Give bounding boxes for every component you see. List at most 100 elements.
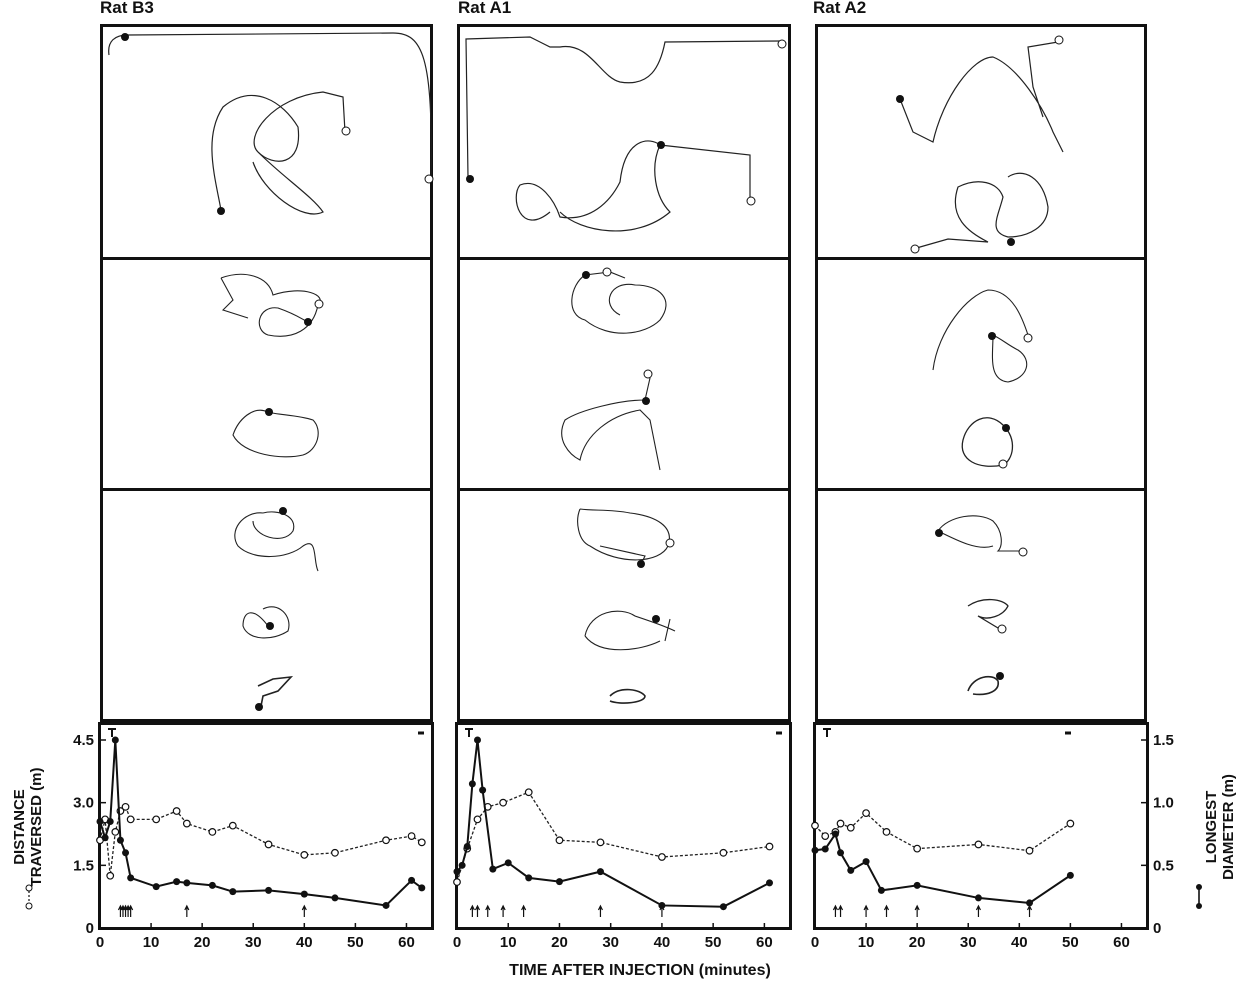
injection-arrow-rat-b3-4 — [128, 904, 134, 917]
point-distance-rat-a1-2 — [473, 815, 482, 824]
injection-arrow-rat-a1-4 — [521, 904, 527, 917]
point-diameter-rat-b3-0 — [96, 817, 104, 825]
track-panel-a2-3 — [815, 488, 1147, 722]
point-distance-rat-a1-10 — [765, 842, 774, 851]
x-tick-label-rat-a2-1: 10 — [858, 934, 875, 951]
x-tick-label-rat-a2-4: 40 — [1011, 934, 1028, 951]
point-distance-rat-a2-7 — [913, 844, 922, 853]
track-panel-b3-2 — [100, 257, 433, 491]
point-diameter-rat-b3-9 — [183, 879, 191, 887]
series-line-distance-rat-b3 — [99, 805, 423, 876]
y-left-tick-label-2: 3.0 — [73, 795, 94, 812]
point-distance-rat-a1-6 — [555, 836, 564, 845]
point-diameter-rat-b3-4 — [116, 836, 124, 844]
y-right-tick-label-3: 1.5 — [1153, 732, 1174, 749]
track-panel-b3-3 — [100, 488, 433, 722]
point-diameter-rat-b3-13 — [300, 890, 308, 898]
track-panel-b3-1 — [100, 24, 434, 260]
chart-panel-b3 — [98, 722, 434, 930]
point-diameter-rat-b3-14 — [331, 894, 339, 902]
trajectory-b3-3 — [234, 507, 319, 711]
point-diameter-rat-a1-8 — [525, 874, 533, 882]
point-diameter-rat-a1-7 — [504, 859, 512, 867]
point-diameter-rat-b3-15 — [382, 901, 390, 909]
trajectory-a1-3 — [577, 508, 676, 704]
legend-diameter-marker-top — [1196, 884, 1202, 890]
x-tick-label-rat-a1-2: 20 — [551, 934, 568, 951]
point-distance-rat-a2-5 — [862, 809, 870, 818]
point-distance-rat-b3-11 — [228, 821, 237, 830]
trajectory-a1-2 — [561, 267, 667, 471]
point-diameter-rat-b3-11 — [229, 888, 237, 896]
point-distance-rat-a1-9 — [719, 848, 728, 857]
point-diameter-rat-a2-3 — [837, 849, 845, 857]
point-diameter-rat-a2-5 — [862, 858, 870, 866]
point-diameter-rat-b3-7 — [152, 883, 160, 891]
point-diameter-rat-b3-8 — [173, 878, 181, 886]
injection-arrow-rat-a2-6 — [1026, 904, 1033, 917]
x-tick-label-rat-a1-4: 40 — [654, 934, 671, 951]
x-tick-label-rat-b3-0: 0 — [96, 934, 104, 951]
point-distance-rat-a2-6 — [882, 828, 891, 836]
point-distance-rat-a1-8 — [658, 853, 666, 861]
point-diameter-rat-a2-1 — [821, 845, 829, 853]
point-diameter-rat-a2-7 — [913, 881, 921, 889]
point-distance-rat-a2-0 — [811, 821, 819, 830]
point-distance-rat-b3-6 — [126, 815, 135, 824]
column-title-rat-a2: Rat A2 — [813, 0, 867, 17]
series-line-diameter-rat-b3 — [99, 739, 423, 907]
y-axis-label-right-line2: DIAMETER (m) — [1220, 774, 1237, 880]
trajectory-a2-3 — [935, 515, 1028, 696]
injection-arrow-rat-a2-1 — [838, 904, 844, 917]
x-tick-label-rat-a2-5: 50 — [1062, 934, 1079, 951]
y-axis-label-right-line1: LONGEST — [1203, 790, 1220, 864]
point-diameter-rat-a1-9 — [555, 878, 563, 886]
x-tick-label-rat-a2-6: 60 — [1113, 934, 1130, 951]
point-distance-rat-b3-16 — [407, 832, 416, 840]
x-tick-label-rat-b3-5: 50 — [347, 934, 364, 951]
point-distance-rat-b3-15 — [382, 836, 390, 845]
legend-distance-marker-top — [25, 884, 33, 892]
point-distance-rat-b3-5 — [121, 802, 130, 811]
injection-arrow-rat-a2-5 — [975, 904, 981, 917]
x-tick-label-rat-b3-4: 40 — [296, 934, 313, 951]
y-axis-label-left: DISTANCE TRAVERSED (m) — [11, 757, 45, 897]
injection-arrow-rat-a1-6 — [659, 904, 665, 917]
injection-arrow-rat-a1-3 — [500, 904, 506, 917]
point-diameter-rat-a1-0 — [453, 868, 461, 876]
y-left-tick-label-3: 4.5 — [73, 732, 94, 749]
point-distance-rat-a1-7 — [596, 838, 605, 847]
series-line-distance-rat-a2 — [814, 812, 1071, 852]
point-distance-rat-a1-0 — [453, 878, 461, 886]
point-diameter-rat-a1-1 — [458, 861, 466, 869]
point-distance-rat-b3-17 — [417, 838, 426, 847]
trajectory-a1-1 — [465, 36, 787, 232]
x-tick-label-rat-a2-3: 30 — [960, 934, 977, 951]
injection-arrow-rat-a2-0 — [832, 904, 838, 917]
x-tick-label-rat-b3-6: 60 — [398, 934, 415, 951]
marker-t-rat-a1 — [465, 728, 473, 737]
trajectory-b3-2 — [220, 273, 324, 458]
point-diameter-rat-a2-8 — [974, 894, 982, 902]
injection-arrow-rat-a2-3 — [883, 904, 890, 917]
point-distance-rat-b3-9 — [182, 819, 191, 828]
point-distance-rat-b3-13 — [300, 850, 309, 859]
point-diameter-rat-b3-6 — [127, 874, 135, 882]
y-right-tick-label-0: 0 — [1153, 920, 1161, 937]
point-distance-rat-b3-3 — [111, 828, 120, 836]
point-diameter-rat-b3-1 — [101, 834, 109, 842]
point-diameter-rat-b3-12 — [265, 886, 273, 894]
point-diameter-rat-a1-6 — [489, 865, 497, 873]
y-right-tick-label-2: 1.0 — [1153, 795, 1174, 812]
point-distance-rat-b3-8 — [172, 807, 181, 815]
chart-panel-a1 — [455, 722, 792, 930]
point-distance-rat-b3-2 — [106, 871, 115, 880]
point-diameter-rat-a1-2 — [463, 843, 471, 851]
point-diameter-rat-a1-13 — [766, 879, 774, 887]
point-distance-rat-a2-10 — [1066, 819, 1075, 828]
x-tick-label-rat-a2-2: 20 — [909, 934, 926, 951]
y-axis-label-right: LONGEST DIAMETER (m) — [1203, 757, 1237, 897]
x-tick-label-rat-b3-3: 30 — [245, 934, 262, 951]
track-panel-a2-2 — [815, 257, 1147, 491]
